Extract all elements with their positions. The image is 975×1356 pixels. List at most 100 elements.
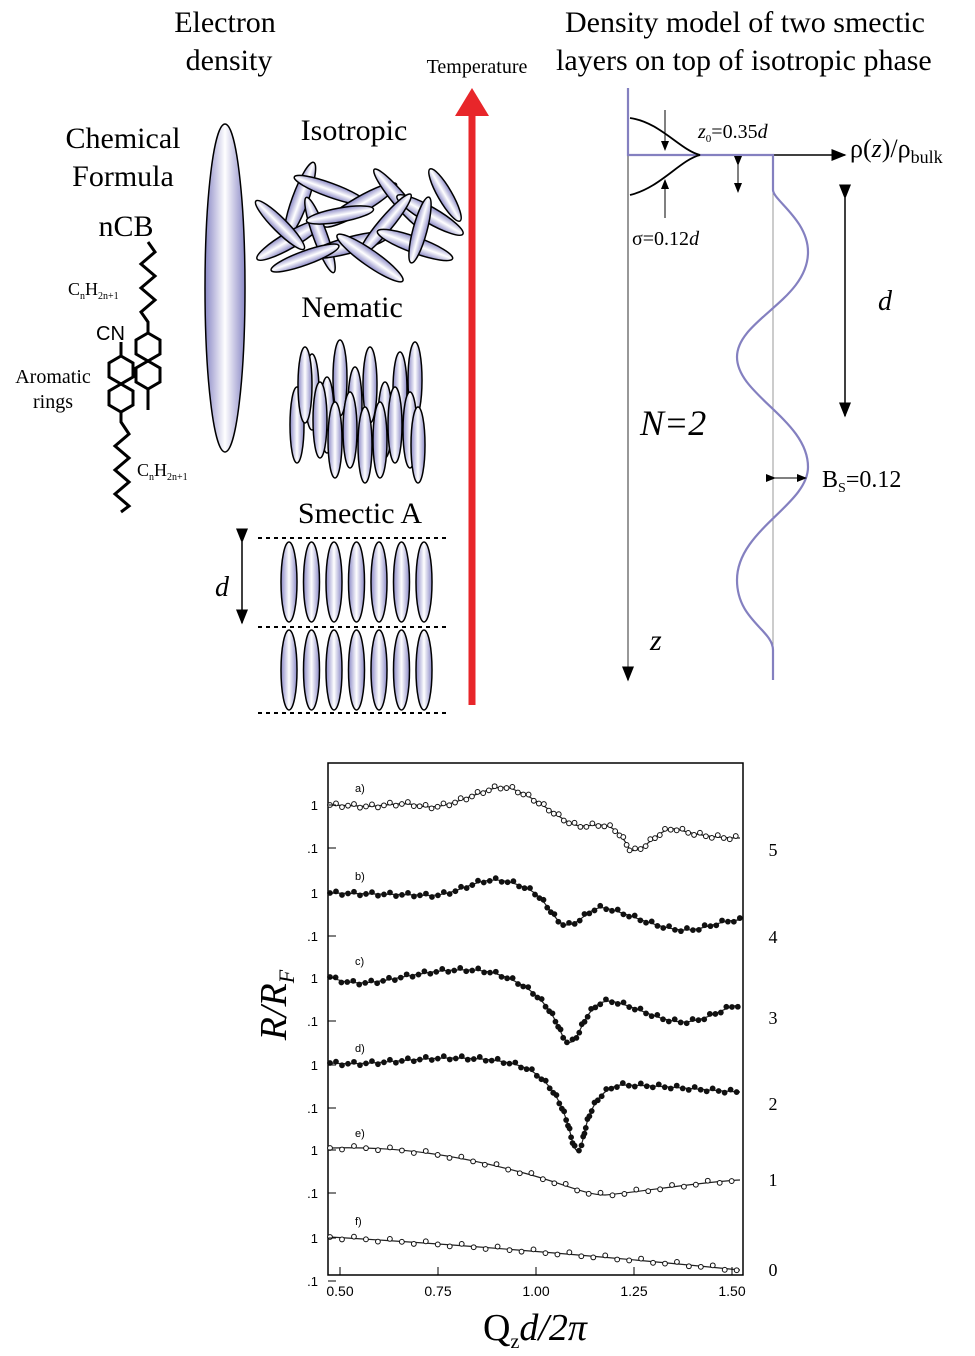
- data-point: [339, 804, 345, 811]
- formula-label: CnH2n+1: [137, 460, 188, 483]
- y-tick-label: 1: [311, 886, 318, 901]
- data-point: [671, 1016, 678, 1023]
- data-point: [399, 891, 405, 898]
- data-point: [685, 829, 692, 836]
- data-point: [445, 968, 452, 975]
- data-point: [734, 1003, 741, 1010]
- panel-label: e): [355, 1128, 365, 1140]
- data-point: [566, 820, 572, 827]
- data-point: [701, 1016, 708, 1023]
- data-point: [351, 888, 357, 895]
- data-point: [410, 803, 417, 810]
- data-point: [457, 795, 464, 802]
- data-point: [657, 1186, 664, 1193]
- data-point: [554, 1251, 561, 1258]
- data-point: [560, 1034, 567, 1041]
- data-point: [591, 907, 598, 914]
- data-point: [721, 1266, 728, 1273]
- data-point: [621, 1191, 628, 1197]
- data-point: [498, 973, 505, 980]
- molecule-ellipse: [254, 199, 306, 251]
- data-point: [721, 1089, 728, 1096]
- data-point: [714, 832, 721, 839]
- data-point: [410, 1058, 417, 1065]
- temperature-arrow-head: [455, 88, 489, 116]
- data-point: [529, 1066, 535, 1073]
- plot-labels: a) 1 .1 5 b) 1 .1 4 c) 1 .1 3 d) 1 .1 2 e) 1 .1 1 f) 1 .1 0 0.50…: [307, 783, 777, 1299]
- data-point: [654, 1012, 661, 1018]
- panel-label: a): [355, 783, 365, 795]
- data-point: [586, 1113, 593, 1120]
- data-point: [601, 823, 608, 830]
- data-point: [631, 1083, 638, 1090]
- molecule-ellipse: [327, 401, 343, 479]
- data-point: [552, 1018, 559, 1025]
- molecule-ellipse: [392, 541, 411, 623]
- data-point: [555, 811, 562, 818]
- label: σ=0.12d: [632, 228, 700, 250]
- data-point: [581, 911, 588, 917]
- data-point: [566, 1125, 573, 1132]
- data-point: [545, 807, 552, 814]
- data-point: [713, 922, 720, 929]
- molecule-ellipse: [280, 629, 298, 711]
- data-point: [678, 928, 684, 935]
- data-point: [597, 1189, 604, 1196]
- data-point: [666, 923, 672, 930]
- data-point: [411, 893, 417, 900]
- data-point: [691, 832, 697, 838]
- data-point: [500, 1060, 507, 1066]
- data-point: [717, 1009, 724, 1016]
- label: BS=0.12: [822, 467, 901, 496]
- molecule-ellipse: [370, 629, 388, 711]
- data-point: [685, 1087, 692, 1093]
- data-point: [375, 1147, 381, 1154]
- data-point: [481, 1161, 488, 1168]
- molecule-ellipse: [357, 406, 373, 484]
- data-point: [595, 823, 602, 829]
- data-point: [609, 1192, 616, 1199]
- data-point: [446, 1154, 453, 1161]
- data-point: [533, 1072, 540, 1079]
- data-point: [720, 835, 727, 841]
- y-tick-label: .1: [307, 1101, 318, 1116]
- label: rings: [33, 391, 73, 413]
- data-point: [470, 1056, 477, 1062]
- data-point: [339, 892, 345, 898]
- data-point: [612, 828, 619, 835]
- data-point: [398, 801, 405, 807]
- data-point: [556, 1100, 563, 1107]
- molecule-ellipse: [305, 205, 375, 225]
- label: Formula: [72, 160, 174, 193]
- data-point: [560, 922, 567, 928]
- data-point: [469, 882, 476, 888]
- offset-label: 4: [769, 927, 778, 947]
- data-point: [369, 889, 375, 896]
- data-point: [578, 1253, 585, 1260]
- data-point: [375, 1061, 381, 1068]
- panel-label: b): [355, 871, 365, 883]
- data-point: [609, 907, 615, 914]
- label: N=2: [639, 403, 706, 443]
- x-tick-label: 1.00: [522, 1283, 549, 1299]
- data-point: [452, 1055, 459, 1062]
- data-point: [626, 1257, 633, 1264]
- data-point: [481, 969, 488, 976]
- title: Density model of two smectic: [565, 6, 925, 39]
- data-point: [423, 890, 429, 897]
- data-point: [733, 1089, 740, 1095]
- phase-label: Smectic A: [298, 497, 422, 530]
- data-point: [681, 1183, 687, 1190]
- data-point: [464, 1056, 471, 1063]
- molecule-ellipse: [342, 391, 358, 469]
- data-point: [620, 911, 627, 918]
- data-point: [702, 833, 709, 840]
- data-point: [345, 890, 351, 897]
- data-point: [404, 1055, 411, 1062]
- data-point: [660, 925, 667, 931]
- data-point: [571, 921, 578, 927]
- data-point: [505, 1166, 512, 1173]
- data-point: [506, 1060, 513, 1067]
- data-point: [730, 918, 737, 925]
- data-point: [697, 1263, 704, 1270]
